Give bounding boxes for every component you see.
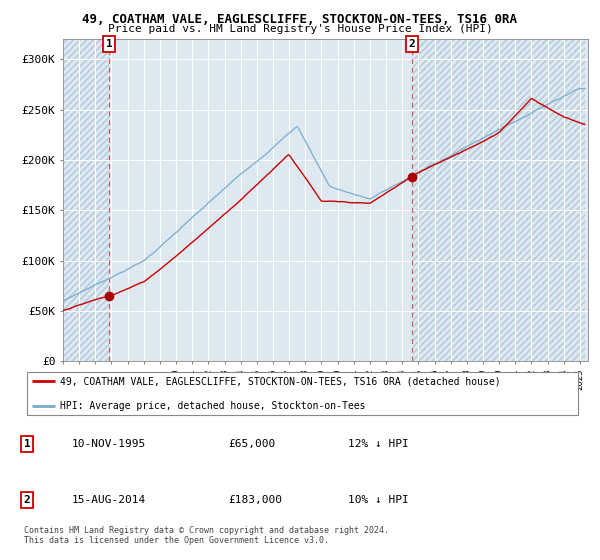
Text: HPI: Average price, detached house, Stockton-on-Tees: HPI: Average price, detached house, Stoc… — [60, 401, 366, 411]
Text: 10-NOV-1995: 10-NOV-1995 — [72, 439, 146, 449]
Text: 2: 2 — [409, 39, 416, 49]
Text: 12% ↓ HPI: 12% ↓ HPI — [348, 439, 409, 449]
Text: 49, COATHAM VALE, EAGLESCLIFFE, STOCKTON-ON-TEES, TS16 0RA: 49, COATHAM VALE, EAGLESCLIFFE, STOCKTON… — [83, 13, 517, 26]
Text: 49, COATHAM VALE, EAGLESCLIFFE, STOCKTON-ON-TEES, TS16 0RA (detached house): 49, COATHAM VALE, EAGLESCLIFFE, STOCKTON… — [60, 376, 501, 386]
Text: £65,000: £65,000 — [228, 439, 275, 449]
Text: 1: 1 — [23, 439, 31, 449]
Text: This data is licensed under the Open Government Licence v3.0.: This data is licensed under the Open Gov… — [24, 536, 329, 545]
Text: 2: 2 — [23, 495, 31, 505]
Text: 15-AUG-2014: 15-AUG-2014 — [72, 495, 146, 505]
Text: 10% ↓ HPI: 10% ↓ HPI — [348, 495, 409, 505]
Text: 1: 1 — [106, 39, 113, 49]
Text: £183,000: £183,000 — [228, 495, 282, 505]
FancyBboxPatch shape — [27, 372, 578, 415]
Text: Price paid vs. HM Land Registry's House Price Index (HPI): Price paid vs. HM Land Registry's House … — [107, 24, 493, 34]
Text: Contains HM Land Registry data © Crown copyright and database right 2024.: Contains HM Land Registry data © Crown c… — [24, 526, 389, 535]
